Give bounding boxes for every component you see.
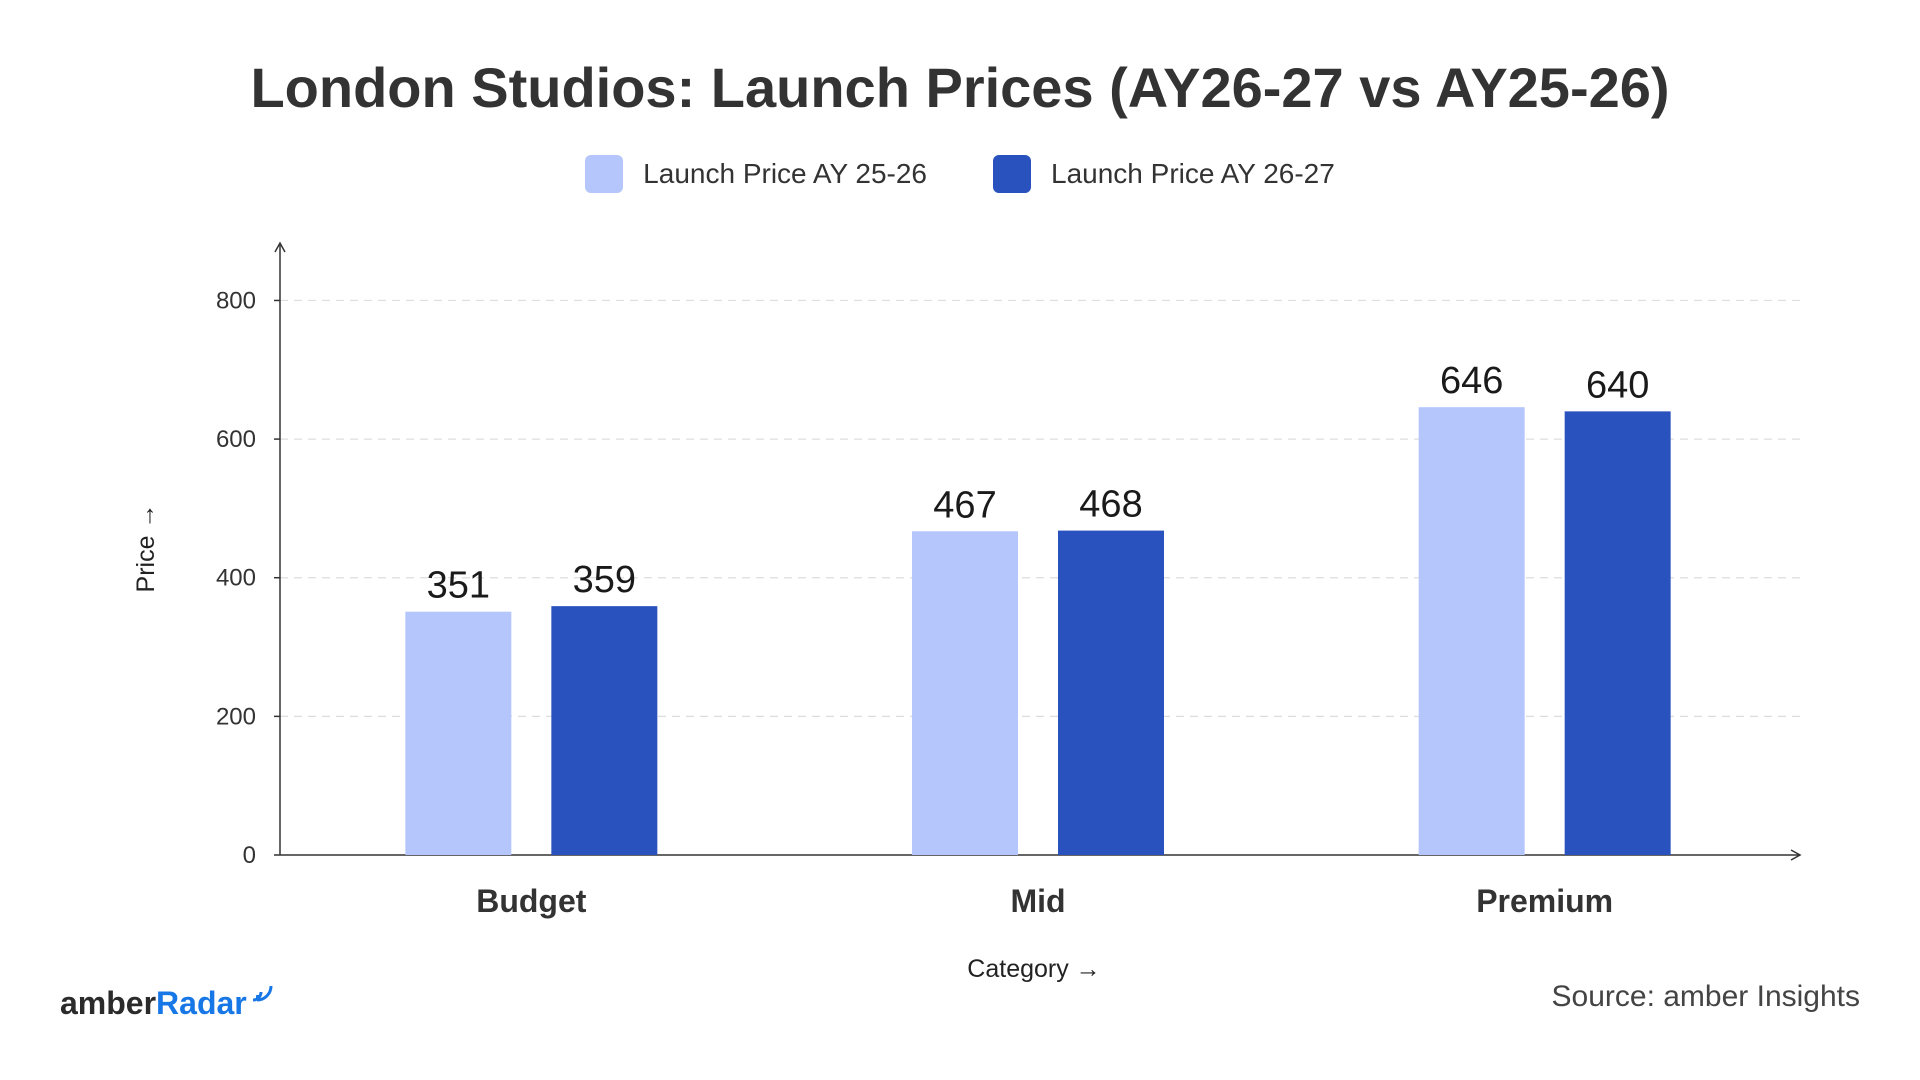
bar — [1418, 407, 1525, 855]
data-label: 351 — [427, 565, 490, 607]
y-tick-label: 600 — [216, 426, 256, 453]
source-note: Source: amber Insights — [1551, 980, 1860, 1013]
x-tick-label: Premium — [1476, 883, 1613, 919]
x-tick-label: Mid — [1010, 883, 1065, 919]
legend-label-series-2: Launch Price AY 26-27 — [1051, 158, 1335, 189]
brand-name-part1: amber — [60, 985, 157, 1021]
x-axis-arrow — [1790, 849, 1802, 861]
data-label: 359 — [573, 559, 636, 601]
legend-item-series-2: Launch Price AY 26-27 — [993, 155, 1335, 193]
x-tick-label: Budget — [476, 883, 587, 919]
legend-item-series-1: Launch Price AY 25-26 — [585, 155, 927, 193]
x-axis-title: Category → — [967, 955, 1100, 983]
y-tick-label: 0 — [243, 842, 256, 869]
legend: Launch Price AY 25-26 Launch Price AY 26… — [0, 155, 1920, 193]
y-tick-label: 200 — [216, 703, 256, 730]
bar — [405, 611, 512, 855]
brand-logo: amber Radar — [60, 985, 275, 1022]
bar — [1564, 411, 1671, 855]
legend-swatch-series-1 — [585, 155, 624, 193]
radar-wave-icon — [249, 977, 275, 1014]
data-label: 468 — [1079, 484, 1142, 526]
legend-label-series-1: Launch Price AY 25-26 — [643, 158, 927, 189]
legend-swatch-series-2 — [993, 155, 1031, 193]
bar — [551, 606, 658, 855]
data-label: 467 — [933, 484, 996, 526]
data-label: 646 — [1440, 360, 1503, 402]
chart-title: London Studios: Launch Prices (AY26-27 v… — [250, 56, 1670, 119]
brand-name-part2: Radar — [156, 985, 247, 1021]
data-label: 640 — [1586, 364, 1649, 406]
bar — [1058, 530, 1164, 855]
bar — [912, 531, 1018, 855]
y-axis-arrow — [274, 241, 286, 253]
y-axis-title: Price → — [132, 504, 160, 593]
y-tick-label: 800 — [216, 287, 256, 314]
y-tick-label: 400 — [216, 565, 256, 592]
